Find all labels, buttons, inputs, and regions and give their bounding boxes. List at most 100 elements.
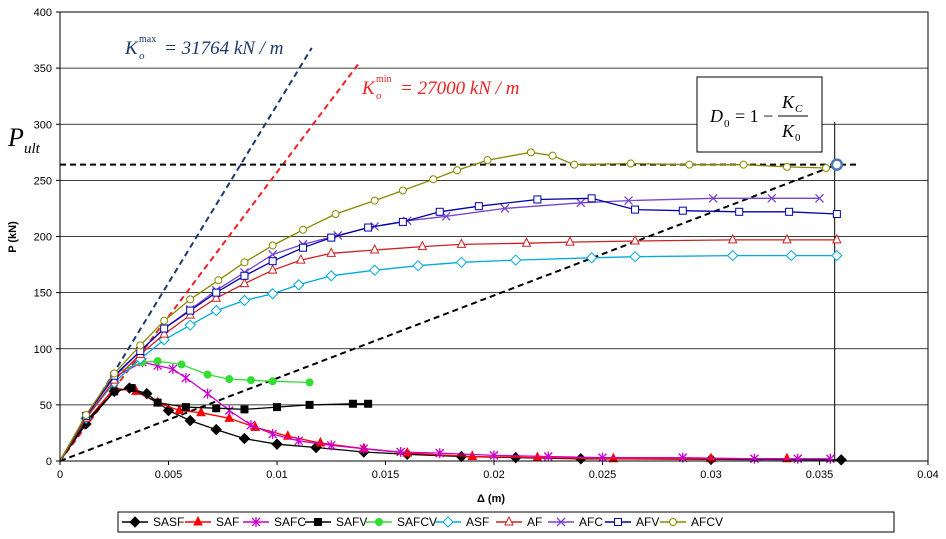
data-point: [268, 429, 278, 440]
legend-item-afcv: AFCV: [660, 515, 723, 529]
data-point: [299, 243, 308, 252]
ko-min-annotation: K o min = 27000 kN / m: [361, 74, 519, 102]
data-point: [587, 194, 596, 203]
data-point: [271, 438, 283, 450]
data-point: [832, 233, 842, 244]
data-point: [412, 259, 424, 272]
series-line: [59, 387, 842, 462]
data-point: [782, 452, 792, 463]
data-point: [726, 249, 739, 262]
legend-marker: [193, 515, 203, 526]
data-point: [453, 166, 462, 175]
data-point: [246, 376, 255, 385]
svg-text:D: D: [709, 106, 723, 126]
series-sasf: [59, 382, 847, 466]
data-point: [203, 388, 213, 399]
series-line: [59, 151, 827, 462]
data-point: [500, 203, 510, 213]
data-point: [160, 316, 169, 325]
svg-text:max: max: [139, 34, 156, 45]
data-point: [576, 198, 586, 208]
data-point: [348, 399, 357, 408]
data-point: [398, 217, 407, 226]
y-tick-label: 300: [34, 119, 52, 131]
x-tick-label: 0: [57, 469, 63, 481]
data-point: [570, 160, 579, 169]
legend: SASF SAF SAFC SAFV SAFCV ASF AF AFC AFV AFCV: [117, 511, 895, 533]
data-point: [224, 405, 234, 416]
data-point: [533, 195, 542, 204]
data-point: [474, 202, 483, 211]
data-point: [305, 400, 314, 409]
svg-text:K: K: [124, 38, 139, 59]
data-point: [168, 363, 178, 374]
data-point: [267, 264, 278, 274]
data-point: [225, 375, 234, 384]
y-tick-label: 50: [40, 400, 52, 412]
legend-label: SAFCV: [397, 515, 437, 529]
data-point: [767, 193, 777, 203]
y-axis-title: P (kN): [7, 221, 19, 253]
legend-label: ASF: [466, 515, 489, 529]
data-point: [548, 151, 557, 160]
ko-min-line: [59, 61, 361, 462]
data-point: [326, 440, 336, 451]
data-point: [364, 399, 373, 408]
data-point: [370, 196, 379, 205]
data-point: [239, 277, 250, 288]
x-axis-title: Δ (m): [477, 493, 505, 505]
data-point: [294, 435, 304, 446]
legend-item-safcv: SAFCV: [366, 515, 437, 529]
data-point: [240, 405, 249, 414]
svg-text:K: K: [361, 78, 376, 99]
data-point: [110, 387, 119, 396]
legend-label: AFC: [579, 515, 603, 529]
legend-marker: [504, 515, 514, 526]
data-point: [398, 186, 407, 195]
legend-marker: [556, 517, 566, 527]
x-tick-label: 0.005: [155, 469, 183, 481]
data-point: [631, 205, 640, 214]
ultimate-point: [830, 158, 844, 171]
legend-label: AF: [527, 515, 542, 529]
data-point: [735, 207, 744, 216]
data-point: [785, 207, 794, 216]
series-line: [59, 387, 787, 462]
series-afc: [59, 193, 824, 462]
series-line: [59, 197, 837, 462]
data-point: [184, 414, 196, 427]
legend-label: SAFV: [336, 515, 367, 529]
data-point: [186, 295, 195, 304]
p-ult-annotation: P ult: [7, 123, 41, 157]
y-tick-label: 400: [34, 7, 52, 19]
svg-text:o: o: [139, 50, 145, 62]
data-point: [521, 237, 532, 247]
data-point: [364, 223, 373, 232]
y-tick-labels: 0 50 100 150 200 250 300 350 400: [34, 7, 52, 468]
data-point: [369, 243, 380, 254]
legend-item-saf: SAF: [185, 515, 239, 529]
data-point: [455, 256, 468, 269]
legend-marker: [614, 518, 622, 526]
data-point: [268, 257, 277, 266]
series-line: [59, 197, 820, 462]
data-point: [489, 450, 499, 461]
data-point: [467, 450, 478, 461]
data-point: [624, 196, 633, 206]
legend-item-af: AF: [496, 515, 542, 529]
data-point: [136, 341, 145, 350]
data-point: [305, 378, 314, 387]
legend-item-afv: AFV: [605, 515, 659, 529]
x-tick-label: 0.02: [483, 469, 504, 481]
data-point: [224, 412, 235, 422]
data-point: [417, 240, 428, 251]
data-point: [174, 404, 185, 414]
legend-label: SASF: [153, 515, 184, 529]
legend-label: SAFC: [274, 515, 306, 529]
svg-text:= 1 −: = 1 −: [735, 106, 773, 126]
data-point: [212, 404, 221, 413]
data-point: [186, 306, 195, 315]
data-point: [629, 250, 641, 263]
legend-marker: [314, 518, 322, 526]
kc-line: [59, 163, 838, 462]
